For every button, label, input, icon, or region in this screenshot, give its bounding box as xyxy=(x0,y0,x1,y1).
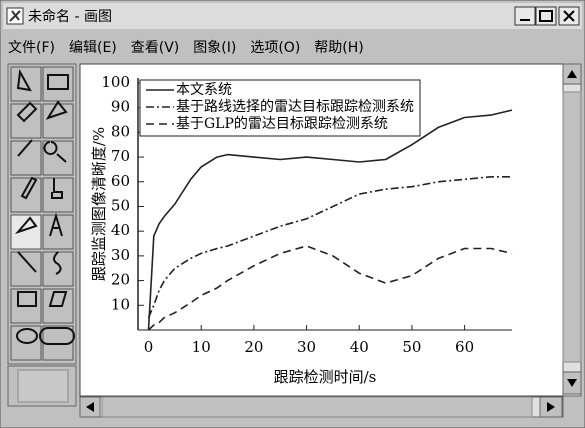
x-tick-label: 0 xyxy=(144,338,154,356)
window-title: 未命名 - 画图 xyxy=(28,8,112,25)
y-tick-label: 50 xyxy=(111,196,130,214)
tool-button[interactable] xyxy=(43,141,73,175)
y-axis-label: 跟踪监测图像清晰度/% xyxy=(90,127,108,281)
tool-button[interactable] xyxy=(11,252,41,286)
y-tick-label: 20 xyxy=(111,271,130,289)
y-tick-label: 90 xyxy=(111,98,130,116)
menu-item[interactable]: 帮助(H) xyxy=(314,40,363,56)
y-tick-label: 40 xyxy=(111,221,130,239)
x-tick-label: 20 xyxy=(244,338,263,356)
y-tick-label: 80 xyxy=(111,122,130,140)
tool-button[interactable] xyxy=(43,252,73,286)
x-tick-label: 30 xyxy=(297,338,316,356)
menu-item[interactable]: 编辑(E) xyxy=(69,40,117,56)
y-tick-label: 100 xyxy=(101,73,130,91)
tool-button[interactable] xyxy=(43,104,73,138)
menu-item[interactable]: 文件(F) xyxy=(8,40,55,56)
tool-button[interactable] xyxy=(43,178,73,212)
scroll-thumb[interactable] xyxy=(563,92,581,362)
y-tick-label: 70 xyxy=(111,147,130,165)
scroll-thumb[interactable] xyxy=(102,397,532,417)
vertical-scrollbar xyxy=(563,64,581,396)
x-tick-label: 50 xyxy=(402,338,421,356)
x-tick-label: 60 xyxy=(455,338,474,356)
paint-window: 未命名 - 画图 文件(F)编辑(E)查看(V)图象(I)选项(O)帮助(H) … xyxy=(0,0,585,428)
x-axis-label: 跟踪检测时间/s xyxy=(274,368,377,386)
horizontal-scrollbar xyxy=(80,397,563,417)
option-box xyxy=(18,370,68,402)
menu-item[interactable]: 查看(V) xyxy=(131,40,180,56)
tool-button[interactable] xyxy=(11,178,41,212)
x-tick-label: 40 xyxy=(350,338,369,356)
menu-item[interactable]: 图象(I) xyxy=(193,40,236,56)
y-tick-label: 10 xyxy=(111,295,130,313)
legend-label: 本文系统 xyxy=(176,82,232,98)
legend-label: 基于路线选择的雷达目标跟踪检测系统 xyxy=(176,98,414,115)
minimize-button[interactable] xyxy=(515,7,535,25)
y-tick-label: 60 xyxy=(111,172,130,190)
menu-item[interactable]: 选项(O) xyxy=(250,40,300,56)
tool-button[interactable] xyxy=(11,215,41,249)
legend-label: 基于GLP的雷达目标跟踪检测系统 xyxy=(176,115,388,132)
x-tick-label: 10 xyxy=(192,338,211,356)
y-tick-label: 30 xyxy=(111,246,130,264)
window-buttons xyxy=(515,7,579,25)
